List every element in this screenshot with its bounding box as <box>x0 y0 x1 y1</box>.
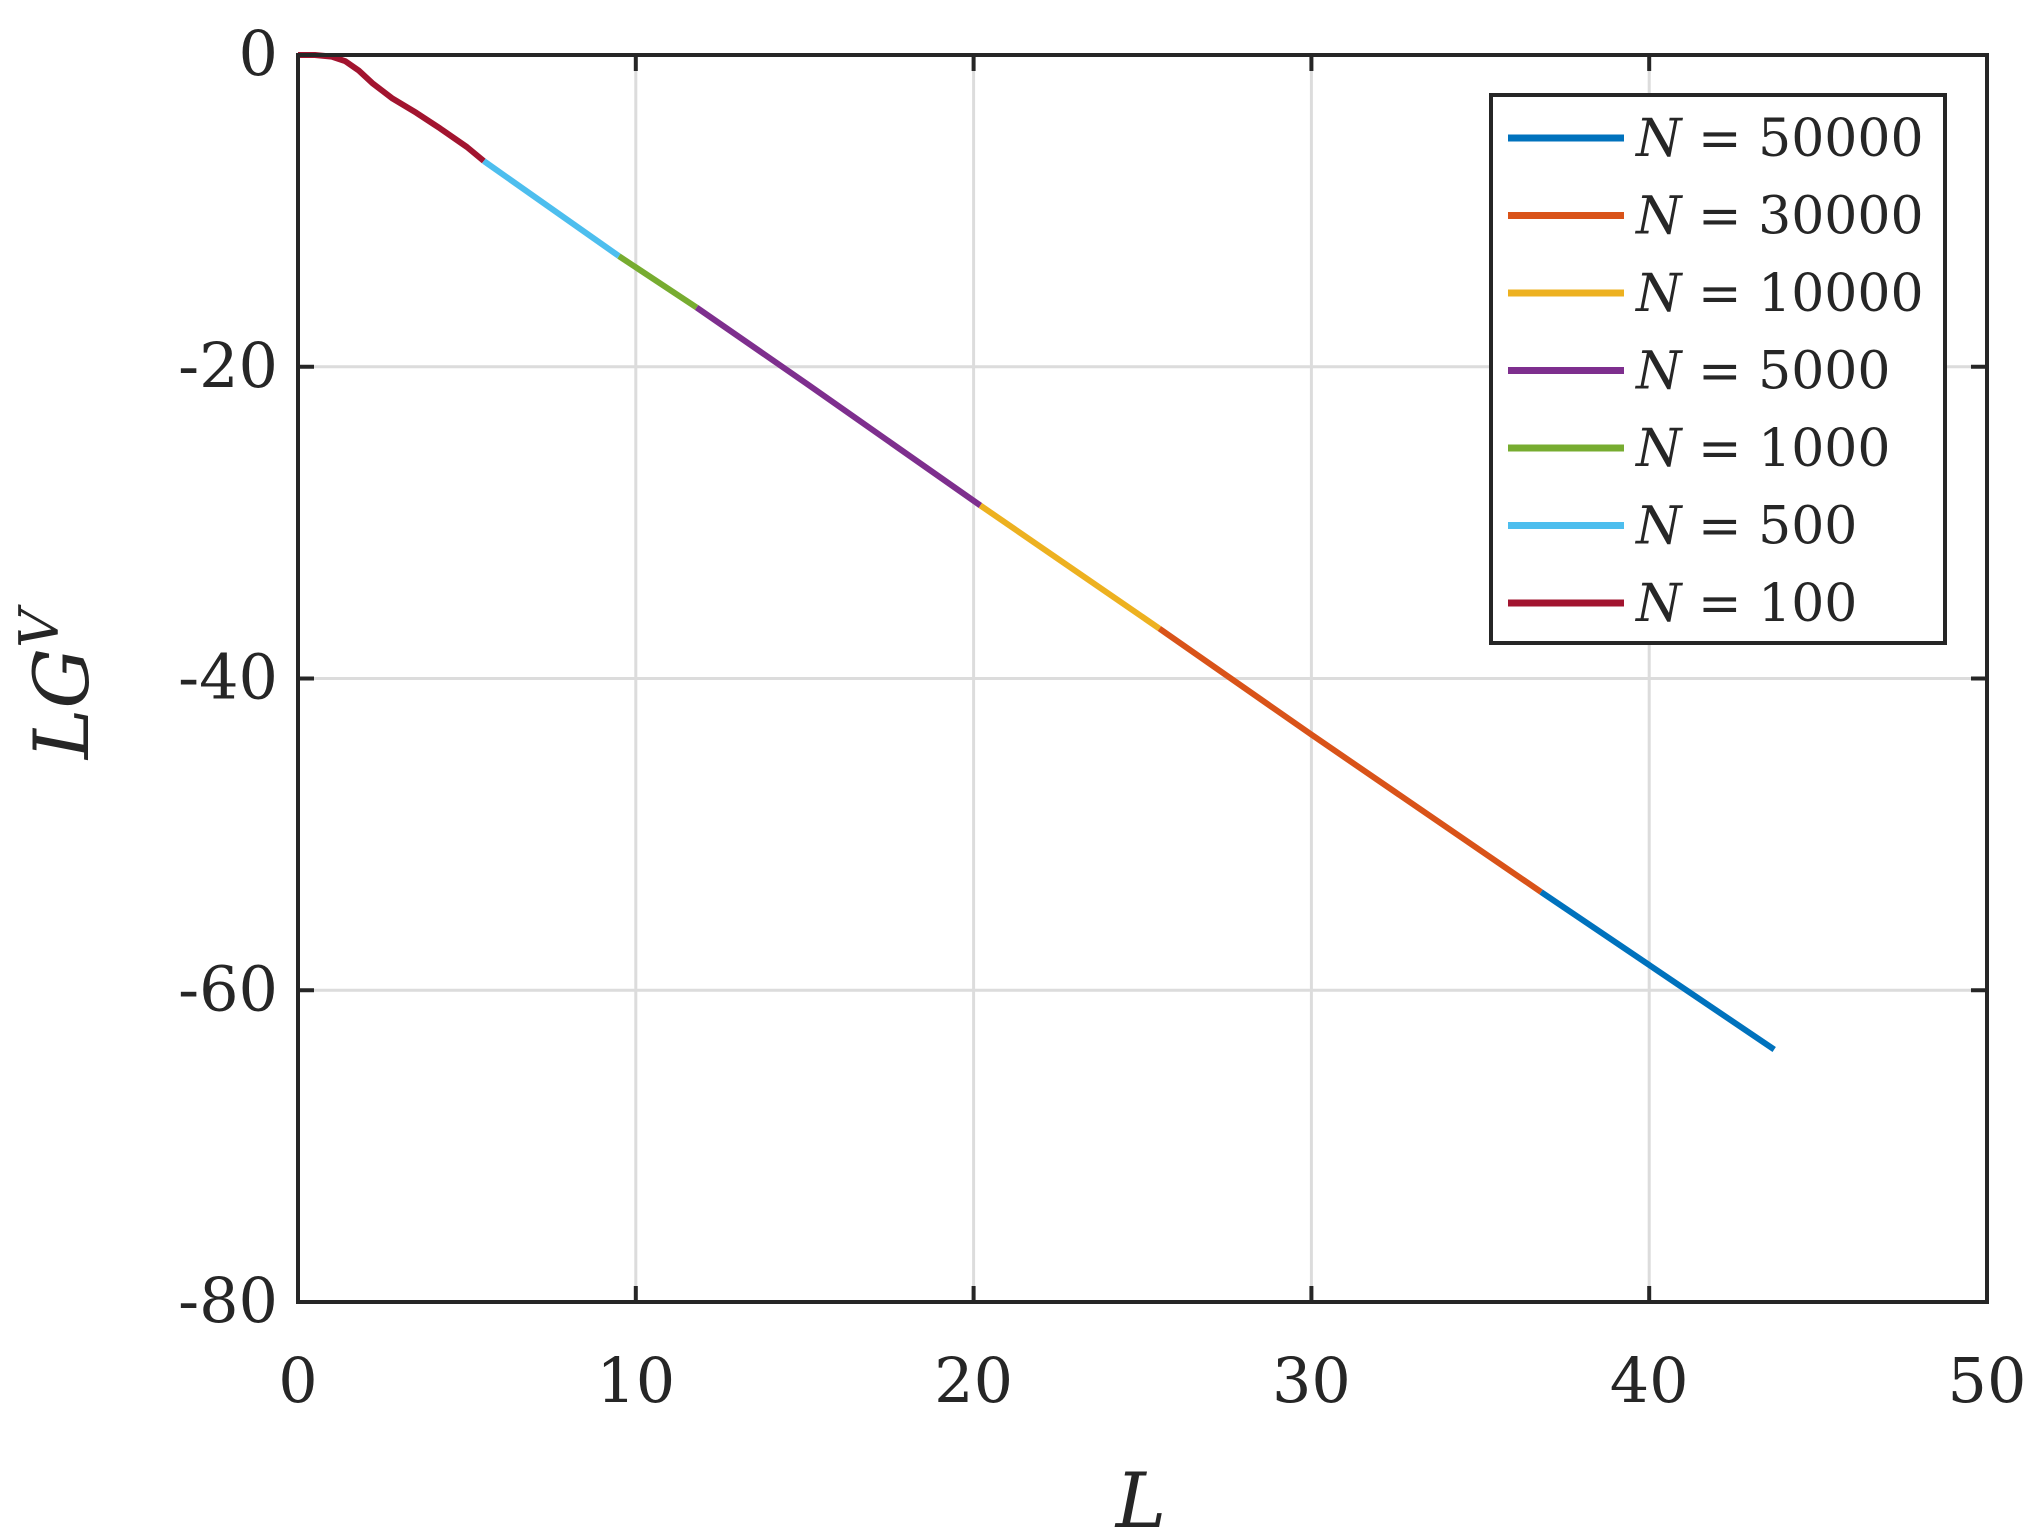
x-tick-label: 20 <box>934 1344 1013 1417</box>
y-tick-label: -20 <box>178 329 278 402</box>
x-tick-label: 0 <box>278 1344 317 1417</box>
legend-label: N = 30000 <box>1634 187 1924 247</box>
series-line-500 <box>482 158 621 259</box>
y-tick-label: 0 <box>239 17 278 90</box>
legend-label-variable: N <box>1634 497 1683 557</box>
legend-label-variable: N <box>1634 419 1683 479</box>
legend-label: N = 10000 <box>1634 264 1924 324</box>
legend-label: N = 500 <box>1634 497 1857 557</box>
y-axis-label-main: LG <box>17 648 106 761</box>
legend-label-equals: = <box>1682 497 1759 557</box>
legend-label-equals: = <box>1682 419 1759 479</box>
y-axis-label-superscript: V <box>8 604 71 648</box>
legend-label-value: 5000 <box>1758 342 1890 402</box>
legend-item-100: N = 100 <box>1508 574 1857 634</box>
legend-label-value: 10000 <box>1758 264 1923 324</box>
x-axis-label: L <box>1114 1456 1166 1540</box>
series-line-1000 <box>617 253 699 311</box>
series-line-100 <box>298 52 486 164</box>
legend-label: N = 5000 <box>1634 342 1890 402</box>
axis-ticks <box>296 53 1989 1304</box>
legend-label: N = 100 <box>1634 574 1857 634</box>
legend-label-variable: N <box>1634 342 1683 402</box>
legend-label-value: 50000 <box>1758 109 1923 169</box>
legend-label-equals: = <box>1682 342 1759 402</box>
series-line-30000 <box>1157 626 1543 895</box>
legend-label-variable: N <box>1634 109 1683 169</box>
x-tick-label: 30 <box>1272 1344 1351 1417</box>
legend-label-value: 500 <box>1758 497 1857 557</box>
legend-label-value: 30000 <box>1758 187 1923 247</box>
y-tick-label: -60 <box>178 952 278 1025</box>
legend-item-30000: N = 30000 <box>1508 187 1924 247</box>
y-tick-labels: 0 -20 -40 -60 -80 <box>178 17 278 1337</box>
legend-label-variable: N <box>1634 264 1683 324</box>
legend-item-10000: N = 10000 <box>1508 264 1924 324</box>
x-tick-label: 40 <box>1610 1344 1689 1417</box>
series-line-50000 <box>1539 889 1776 1052</box>
legend-label-value: 1000 <box>1758 419 1890 479</box>
y-axis-label: LGV <box>8 604 106 761</box>
series-line-10000 <box>978 503 1162 632</box>
legend-label-variable: N <box>1634 187 1683 247</box>
legend-label: N = 1000 <box>1634 419 1890 479</box>
legend-item-50000: N = 50000 <box>1508 109 1924 169</box>
y-tick-label: -40 <box>178 641 278 714</box>
x-tick-label: 50 <box>1948 1344 2027 1417</box>
y-tick-label: -80 <box>178 1264 278 1337</box>
legend-label-equals: = <box>1682 574 1759 634</box>
legend-item-500: N = 500 <box>1508 497 1857 557</box>
legend-label-equals: = <box>1682 264 1759 324</box>
legend-label-equals: = <box>1682 187 1759 247</box>
legend-item-5000: N = 5000 <box>1508 342 1890 402</box>
legend-item-1000: N = 1000 <box>1508 419 1890 479</box>
legend-label-variable: N <box>1634 574 1683 634</box>
legend-label-equals: = <box>1682 109 1759 169</box>
x-tick-label: 10 <box>596 1344 675 1417</box>
legend-label: N = 50000 <box>1634 109 1924 169</box>
legend-label-value: 100 <box>1758 574 1857 634</box>
x-tick-labels: 0 10 20 30 40 50 <box>278 1344 2026 1417</box>
series-line-5000 <box>694 305 983 508</box>
